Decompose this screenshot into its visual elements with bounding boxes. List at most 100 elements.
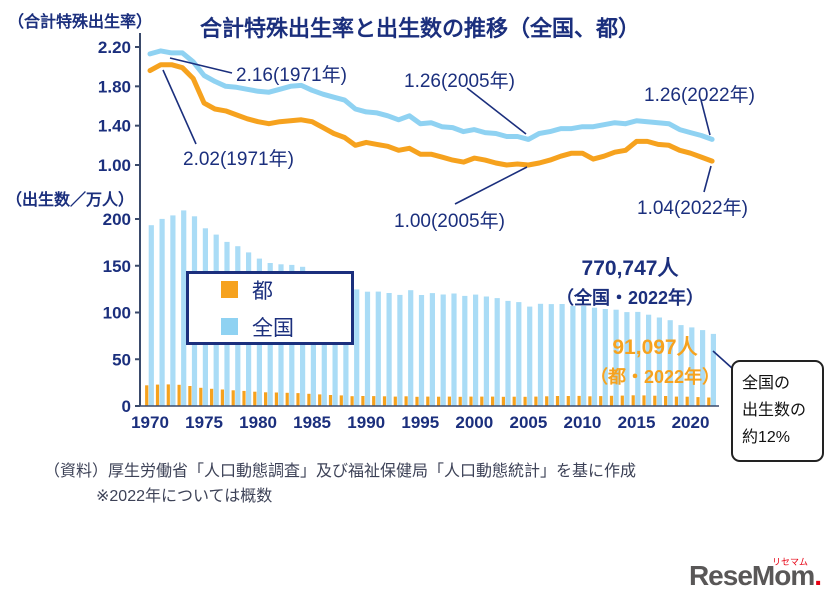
national-births-caption: （全国・2022年）: [555, 288, 705, 308]
tokyo-births-caption: （都・2022年）: [589, 367, 721, 387]
annotation-tokyo-1971: 2.02(1971年): [183, 149, 294, 170]
births-tick-label: 0: [122, 397, 131, 416]
logo-ruby-text: リセマム: [771, 557, 808, 567]
bar-tokyo-births: [274, 392, 278, 406]
bar-national-births: [527, 306, 533, 406]
bar-national-births: [148, 225, 154, 406]
bar-national-births: [548, 304, 554, 406]
bar-national-births: [397, 294, 403, 406]
bar-national-births: [678, 325, 684, 406]
bar-national-births: [375, 291, 381, 406]
bar-tokyo-births: [296, 393, 300, 406]
bar-tokyo-births: [631, 395, 635, 406]
leader-line: [162, 69, 197, 145]
source-note: （資料）厚生労働省「人口動態調査」及び福祉保健局「人口動態統計」を基に作成 ※2…: [44, 460, 636, 510]
year-tick-label: 2020: [672, 413, 710, 432]
tokyo-series-swatch: [221, 281, 238, 298]
bar-tokyo-births: [534, 396, 538, 406]
bar-tokyo-births: [437, 396, 441, 406]
leader-line: [169, 57, 233, 74]
callout-line2: 出生数の: [742, 402, 807, 420]
births-tick-label: 200: [103, 210, 131, 229]
bar-tokyo-births: [707, 397, 711, 406]
bar-national-births: [646, 314, 652, 406]
bar-tokyo-births: [264, 392, 268, 406]
legend-box: 都 全国: [186, 271, 354, 345]
bar-tokyo-births: [188, 386, 192, 406]
legend-label-tokyo: 都: [252, 279, 273, 303]
bar-national-births: [537, 303, 544, 406]
bar-tokyo-births: [404, 396, 408, 406]
bar-tokyo-births: [653, 395, 657, 406]
bar-tokyo-births: [361, 396, 365, 406]
bar-tokyo-births: [285, 392, 289, 406]
annotation-national-2005: 1.26(2005年): [404, 71, 515, 92]
bar-tokyo-births: [555, 396, 560, 406]
annotation-tokyo-2005: 1.00(2005年): [394, 211, 505, 232]
bar-national-births: [364, 291, 371, 406]
births-tick-label: 100: [103, 304, 131, 323]
bar-national-births: [710, 333, 716, 406]
bar-national-births: [581, 305, 587, 406]
annotation-national-2022: 1.26(2022年): [644, 85, 755, 106]
bar-national-births: [418, 295, 425, 406]
bar-tokyo-births: [566, 396, 570, 406]
bar-national-births: [689, 327, 695, 406]
bar-national-births: [516, 302, 522, 406]
national-series-swatch: [221, 318, 238, 335]
bar-tokyo-births: [166, 384, 170, 406]
bar-tokyo-births: [318, 394, 322, 406]
line-tokyo-tfr: [147, 62, 715, 168]
bar-national-births: [170, 215, 176, 406]
bar-tokyo-births: [480, 396, 484, 406]
annotation-tokyo-2022: 1.04(2022年): [637, 198, 748, 219]
bar-national-births: [570, 306, 576, 406]
bar-tokyo-births: [155, 384, 160, 406]
year-tick-label: 2000: [455, 413, 493, 432]
source-line: （資料）厚生労働省「人口動態調査」及び福祉保健局「人口動態統計」を基に作成: [44, 463, 637, 480]
bar-tokyo-births: [242, 390, 246, 406]
callout-line1: 全国の: [742, 375, 791, 392]
year-tick-label: 1985: [293, 413, 331, 432]
bar-national-births: [591, 307, 598, 406]
bar-tokyo-births: [145, 385, 149, 406]
bar-tokyo-births: [231, 390, 235, 406]
bar-national-births: [483, 296, 489, 406]
bar-national-births: [559, 304, 565, 406]
bar-tokyo-births: [588, 396, 592, 406]
bar-tokyo-births: [177, 384, 181, 406]
year-tick-label: 2015: [618, 413, 656, 432]
rate-tick-label: 2.20: [98, 38, 131, 57]
bar-tokyo-births: [469, 396, 473, 406]
year-tick-label: 1980: [239, 413, 277, 432]
bar-tokyo-births: [512, 396, 516, 406]
births-tick-label: 150: [103, 257, 131, 276]
bar-tokyo-births: [350, 396, 354, 406]
bar-tokyo-births: [372, 396, 376, 406]
year-tick-label: 2005: [509, 413, 547, 432]
bar-tokyo-births: [253, 391, 257, 406]
bar-national-births: [386, 293, 392, 406]
bar-national-births: [656, 317, 662, 406]
bar-national-births: [635, 311, 641, 406]
national-births-stat: 770,747人 （全国・2022年）: [500, 252, 760, 310]
line-national-tfr: [147, 48, 715, 142]
leader-line: [454, 166, 528, 205]
bar-tokyo-births: [577, 395, 581, 406]
bar-national-births: [354, 289, 360, 406]
bar-national-births: [429, 293, 435, 406]
legend-row-tokyo: 都: [221, 275, 351, 305]
bar-tokyo-births: [382, 396, 387, 406]
bar-tokyo-births: [674, 396, 678, 406]
bar-tokyo-births: [328, 395, 333, 406]
year-tick-label: 1995: [401, 413, 439, 432]
bar-tokyo-births: [426, 396, 430, 406]
leader-line: [700, 99, 711, 136]
bar-national-births: [408, 290, 414, 406]
legend-label-national: 全国: [252, 316, 294, 340]
leader-line: [703, 165, 712, 193]
bar-national-births: [624, 312, 630, 406]
legend-row-national: 全国: [221, 312, 351, 342]
tokyo-births-value: 91,097人: [612, 336, 698, 359]
